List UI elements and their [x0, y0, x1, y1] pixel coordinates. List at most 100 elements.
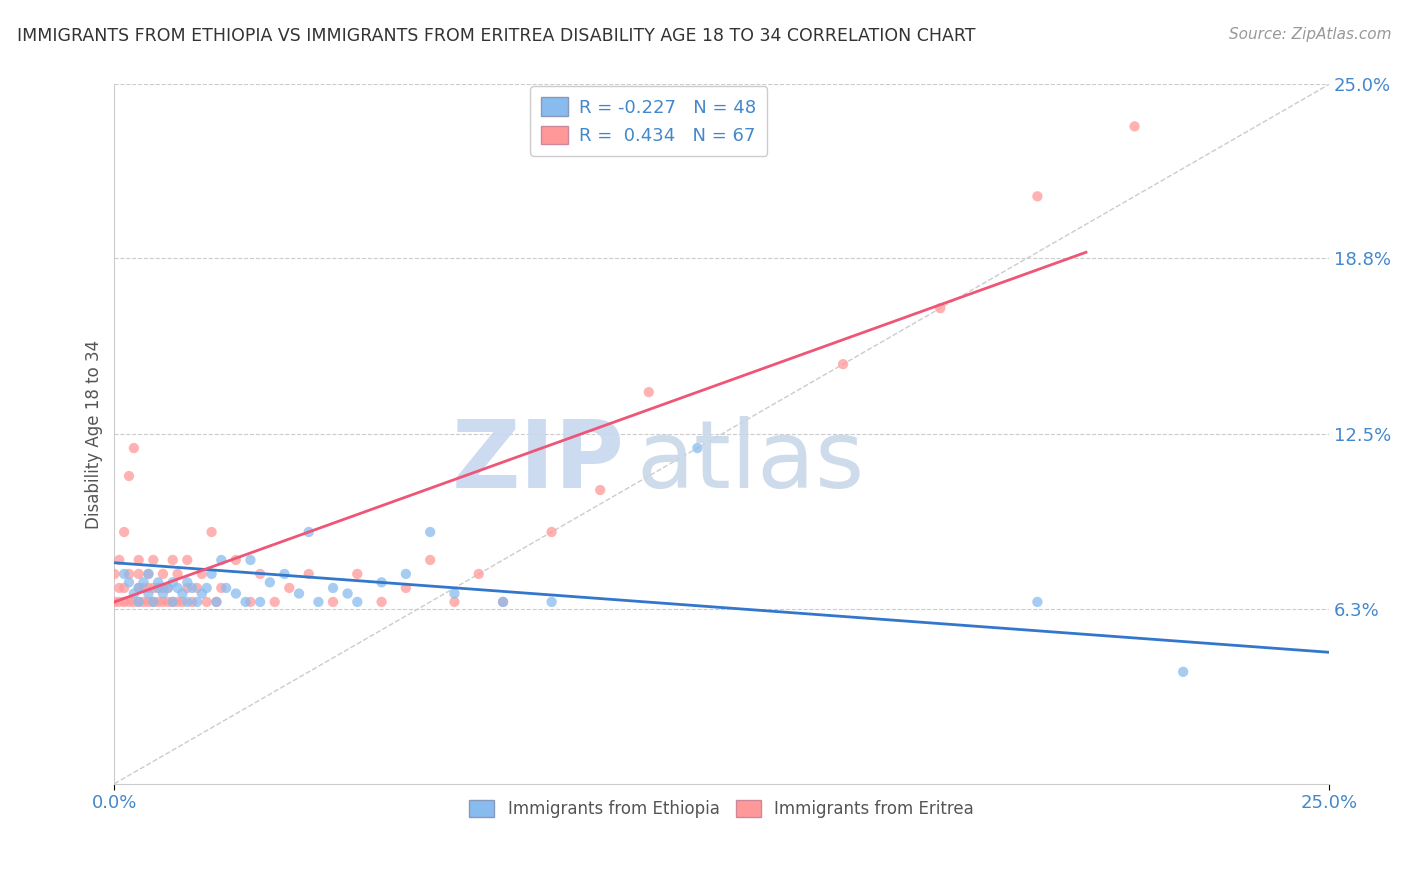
Point	[239, 595, 262, 609]
Point	[166, 581, 188, 595]
Point	[176, 581, 198, 595]
Point	[209, 553, 232, 567]
Point	[191, 566, 214, 581]
Point	[172, 586, 194, 600]
Point	[395, 581, 418, 595]
Point	[142, 553, 165, 567]
Point	[162, 575, 184, 590]
Point	[370, 575, 392, 590]
Point	[370, 595, 392, 609]
Point	[132, 595, 155, 609]
Point	[128, 595, 150, 609]
Point	[540, 595, 562, 609]
Point	[336, 586, 359, 600]
Point	[686, 441, 709, 455]
Point	[152, 566, 174, 581]
Point	[1026, 189, 1049, 203]
Point	[322, 595, 344, 609]
Point	[118, 575, 141, 590]
Point	[278, 581, 301, 595]
Point	[186, 595, 208, 609]
Point	[540, 524, 562, 539]
Point	[138, 566, 160, 581]
Point	[225, 553, 247, 567]
Point	[443, 595, 465, 609]
Point	[162, 553, 184, 567]
Point	[195, 581, 218, 595]
Point	[146, 595, 169, 609]
Point	[181, 595, 204, 609]
Point	[205, 595, 228, 609]
Point	[419, 553, 441, 567]
Point	[156, 595, 179, 609]
Point	[492, 595, 515, 609]
Point	[443, 586, 465, 600]
Point	[215, 581, 238, 595]
Point	[152, 586, 174, 600]
Point	[249, 566, 271, 581]
Point	[166, 595, 188, 609]
Point	[112, 595, 135, 609]
Point	[156, 581, 179, 595]
Point	[108, 581, 131, 595]
Point	[181, 581, 204, 595]
Point	[118, 566, 141, 581]
Point	[1173, 665, 1195, 679]
Point	[108, 595, 131, 609]
Point	[156, 581, 179, 595]
Point	[263, 595, 285, 609]
Point	[346, 595, 368, 609]
Point	[128, 553, 150, 567]
Point	[172, 595, 194, 609]
Point	[589, 483, 612, 497]
Point	[142, 581, 165, 595]
Point	[128, 581, 150, 595]
Point	[138, 586, 160, 600]
Point	[249, 595, 271, 609]
Point	[162, 595, 184, 609]
Point	[128, 581, 150, 595]
Point	[239, 553, 262, 567]
Point	[395, 566, 418, 581]
Point	[132, 581, 155, 595]
Point	[152, 595, 174, 609]
Point	[162, 595, 184, 609]
Point	[122, 441, 145, 455]
Point	[225, 586, 247, 600]
Point	[146, 581, 169, 595]
Legend: Immigrants from Ethiopia, Immigrants from Eritrea: Immigrants from Ethiopia, Immigrants fro…	[463, 793, 981, 824]
Point	[103, 566, 125, 581]
Point	[138, 581, 160, 595]
Point	[273, 566, 295, 581]
Point	[191, 586, 214, 600]
Point	[108, 553, 131, 567]
Point	[146, 575, 169, 590]
Point	[200, 524, 222, 539]
Point	[1123, 120, 1146, 134]
Point	[209, 581, 232, 595]
Point	[235, 595, 257, 609]
Point	[288, 586, 311, 600]
Point	[176, 553, 198, 567]
Point	[112, 524, 135, 539]
Point	[259, 575, 281, 590]
Point	[103, 595, 125, 609]
Point	[138, 566, 160, 581]
Point	[492, 595, 515, 609]
Point	[832, 357, 855, 371]
Point	[142, 595, 165, 609]
Point	[146, 581, 169, 595]
Text: Source: ZipAtlas.com: Source: ZipAtlas.com	[1229, 27, 1392, 42]
Point	[166, 566, 188, 581]
Point	[468, 566, 491, 581]
Point	[186, 581, 208, 595]
Point	[122, 595, 145, 609]
Point	[307, 595, 329, 609]
Point	[118, 595, 141, 609]
Text: atlas: atlas	[637, 416, 865, 508]
Point	[176, 595, 198, 609]
Point	[419, 524, 441, 539]
Point	[205, 595, 228, 609]
Point	[637, 385, 659, 400]
Point	[322, 581, 344, 595]
